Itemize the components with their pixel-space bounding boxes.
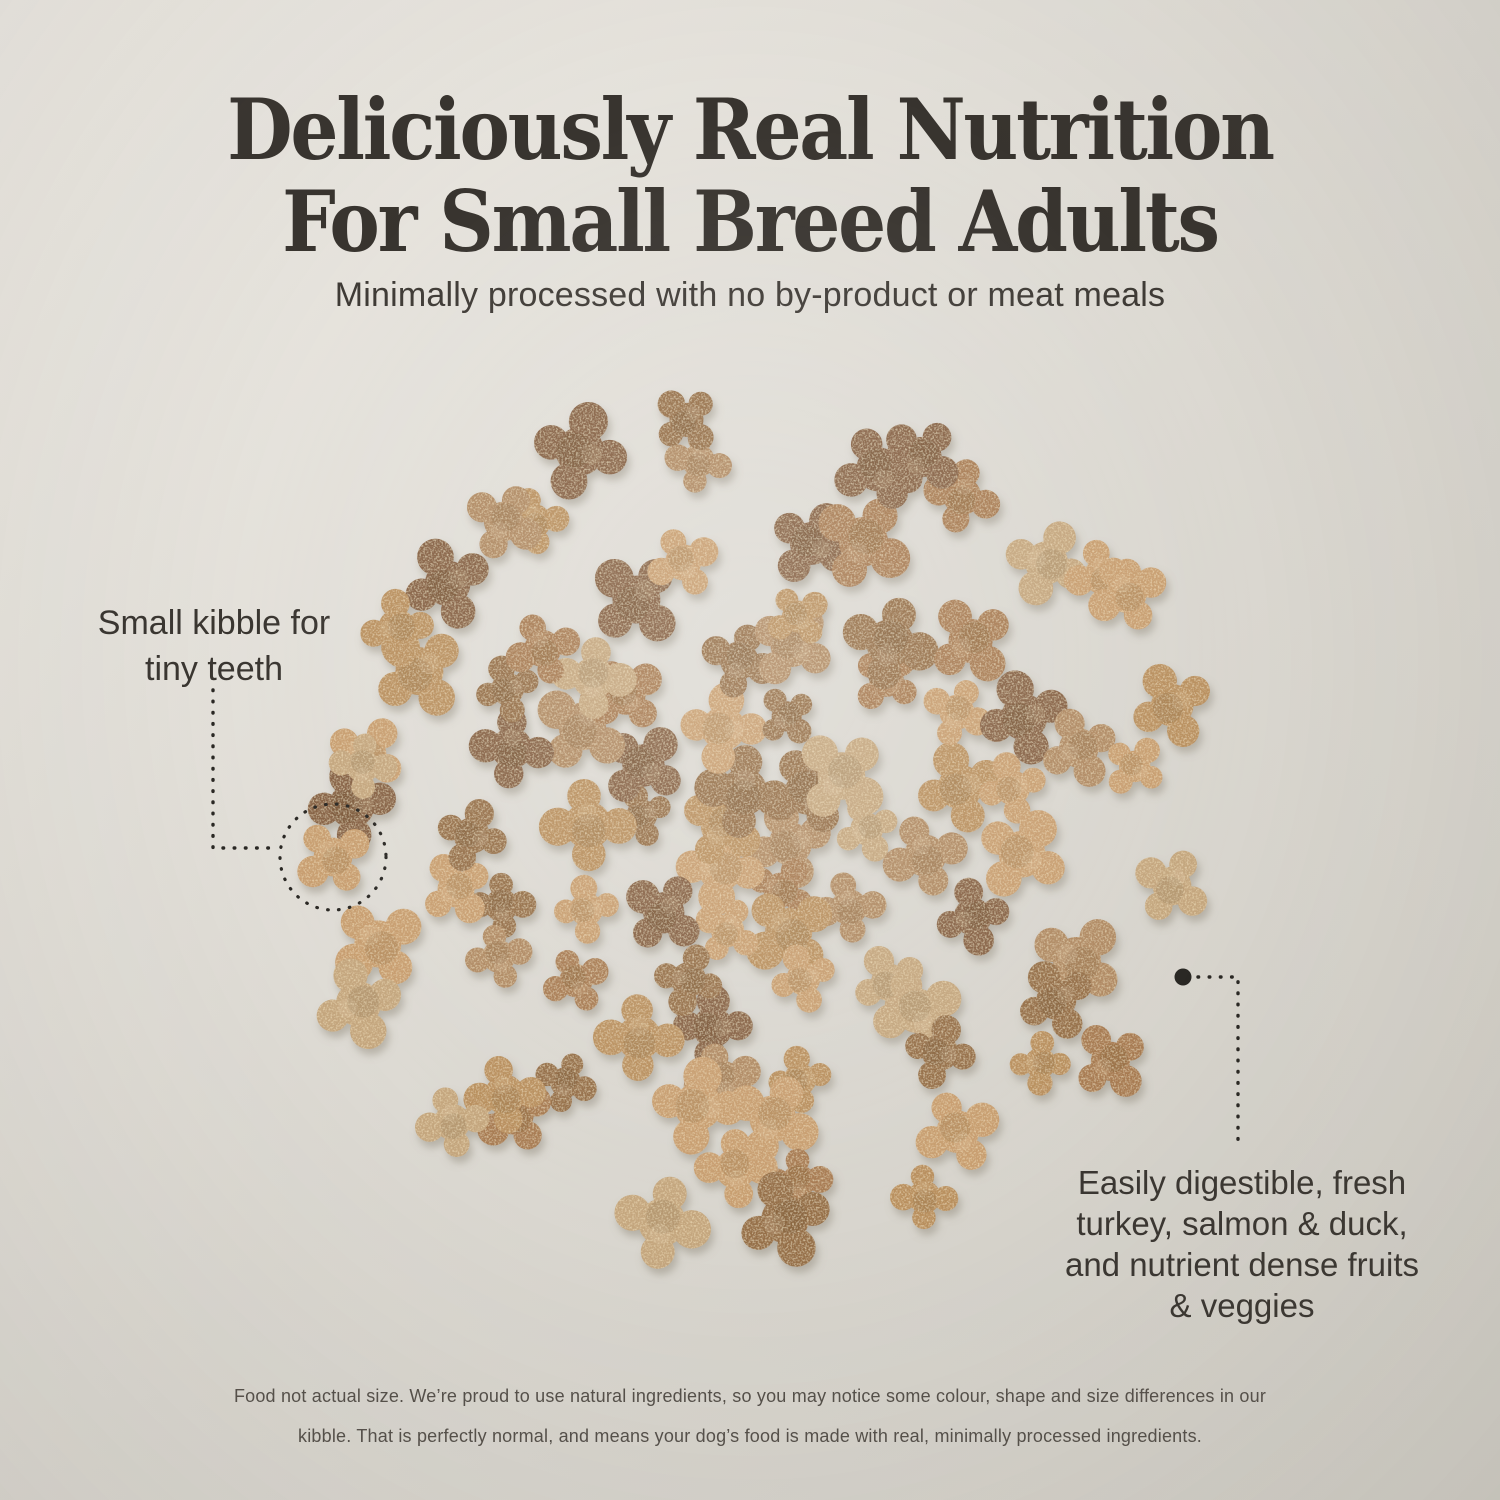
disclaimer-text: Food not actual size. We’re proud to use… <box>0 1376 1500 1456</box>
right-callout-dotted-line <box>1196 975 1240 1144</box>
subheadline: Minimally processed with no by-product o… <box>334 276 1166 314</box>
callout-easily-digestible-line-3: and nutrient dense fruits <box>1064 1246 1420 1283</box>
left-callout-dotted-line <box>211 688 281 850</box>
headline-line-1: Deliciously Real Nutrition <box>227 80 1275 179</box>
callout-small-kibble-line-1: Small kibble for <box>97 604 331 642</box>
callout-easily-digestible-line-1: Easily digestible, fresh <box>1077 1164 1407 1201</box>
right-callout-dot <box>1174 968 1192 986</box>
page-title: Deliciously Real Nutrition For Small Bre… <box>75 80 1425 272</box>
callout-easily-digestible-line-4: & veggies <box>1169 1287 1315 1324</box>
disclaimer-line-1: Food not actual size. We’re proud to use… <box>233 1386 1267 1406</box>
callout-small-kibble: Small kibble for tiny teeth <box>28 600 400 692</box>
headline-line-2: For Small Breed Adults <box>282 172 1220 272</box>
callout-easily-digestible: Easily digestible, fresh turkey, salmon … <box>1032 1162 1452 1326</box>
disclaimer-line-2: kibble. That is perfectly normal, and me… <box>298 1426 1202 1446</box>
kibble-pieces <box>293 388 1219 1277</box>
kibble-highlight-dotted-circle <box>278 802 388 912</box>
callout-small-kibble-line-2: tiny teeth <box>145 650 283 688</box>
callout-easily-digestible-line-2: turkey, salmon & duck, <box>1076 1205 1408 1242</box>
